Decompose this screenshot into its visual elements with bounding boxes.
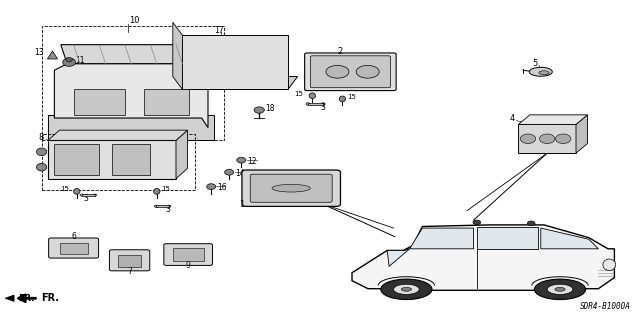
Polygon shape — [518, 124, 576, 153]
Polygon shape — [182, 77, 298, 89]
Ellipse shape — [603, 259, 616, 271]
Polygon shape — [54, 64, 208, 128]
Text: 10: 10 — [129, 16, 140, 25]
Ellipse shape — [306, 103, 310, 105]
Ellipse shape — [527, 221, 535, 226]
Ellipse shape — [539, 71, 549, 75]
Text: SDR4-B1000A: SDR4-B1000A — [580, 302, 630, 311]
Ellipse shape — [237, 157, 246, 163]
Ellipse shape — [80, 194, 84, 196]
Ellipse shape — [272, 184, 310, 192]
Polygon shape — [48, 115, 214, 140]
Text: 3: 3 — [165, 205, 170, 214]
Polygon shape — [5, 295, 14, 301]
FancyBboxPatch shape — [242, 170, 340, 206]
Polygon shape — [477, 227, 538, 249]
Bar — [42, 134, 195, 190]
Polygon shape — [156, 205, 169, 207]
Text: 3: 3 — [320, 103, 325, 112]
FancyBboxPatch shape — [49, 238, 99, 258]
Ellipse shape — [207, 184, 216, 189]
Ellipse shape — [93, 194, 97, 196]
Polygon shape — [82, 194, 95, 196]
Text: FR.: FR. — [42, 293, 60, 303]
Ellipse shape — [556, 134, 571, 144]
Polygon shape — [173, 22, 182, 89]
Ellipse shape — [540, 134, 555, 144]
Polygon shape — [518, 115, 588, 124]
Text: 2: 2 — [337, 47, 342, 56]
Text: 7: 7 — [127, 267, 132, 276]
Bar — [118, 255, 141, 267]
Polygon shape — [176, 130, 188, 179]
Text: 4: 4 — [510, 114, 515, 122]
Polygon shape — [308, 103, 323, 105]
Ellipse shape — [254, 107, 264, 113]
Text: 15: 15 — [294, 91, 303, 97]
FancyBboxPatch shape — [305, 53, 396, 91]
Ellipse shape — [356, 65, 379, 78]
Ellipse shape — [225, 169, 234, 175]
FancyBboxPatch shape — [164, 244, 212, 265]
Bar — [74, 89, 125, 115]
Text: 1: 1 — [239, 200, 244, 209]
FancyBboxPatch shape — [109, 250, 150, 271]
Bar — [173, 248, 204, 261]
Polygon shape — [410, 228, 474, 249]
Text: 16: 16 — [218, 183, 227, 192]
Text: 17: 17 — [214, 26, 224, 35]
Polygon shape — [182, 35, 288, 89]
Text: 15: 15 — [347, 94, 356, 100]
Bar — [60, 243, 88, 254]
Ellipse shape — [74, 189, 80, 194]
Ellipse shape — [547, 284, 573, 294]
Polygon shape — [47, 51, 58, 59]
Polygon shape — [387, 249, 410, 266]
Text: 15: 15 — [60, 186, 69, 192]
Text: 15: 15 — [161, 186, 170, 192]
Text: 12: 12 — [248, 157, 257, 166]
Ellipse shape — [167, 205, 171, 207]
Text: 3: 3 — [83, 194, 88, 203]
Ellipse shape — [401, 287, 412, 291]
Ellipse shape — [36, 163, 47, 171]
Polygon shape — [48, 140, 176, 179]
Bar — [144, 89, 189, 115]
Text: 8: 8 — [38, 133, 44, 142]
Ellipse shape — [381, 279, 432, 300]
Ellipse shape — [555, 287, 565, 291]
Text: 18: 18 — [266, 104, 275, 113]
FancyBboxPatch shape — [310, 56, 390, 88]
Polygon shape — [352, 225, 614, 290]
Ellipse shape — [154, 189, 160, 194]
Ellipse shape — [321, 103, 325, 105]
Text: 9: 9 — [186, 261, 191, 270]
Bar — [112, 144, 150, 175]
Ellipse shape — [339, 96, 346, 102]
Ellipse shape — [326, 65, 349, 78]
Bar — [42, 26, 224, 140]
Ellipse shape — [473, 220, 481, 225]
Polygon shape — [576, 115, 588, 153]
Ellipse shape — [63, 58, 76, 66]
Text: 11: 11 — [76, 56, 85, 65]
Ellipse shape — [529, 67, 552, 76]
Text: 14: 14 — [236, 169, 245, 178]
Polygon shape — [541, 228, 598, 249]
Ellipse shape — [66, 57, 72, 62]
Ellipse shape — [534, 279, 586, 300]
Polygon shape — [48, 130, 188, 140]
Bar — [54, 144, 99, 175]
Text: 6: 6 — [71, 232, 76, 241]
Ellipse shape — [154, 205, 158, 207]
Polygon shape — [61, 45, 208, 64]
Ellipse shape — [394, 284, 419, 294]
Text: FR.: FR. — [18, 294, 35, 303]
FancyBboxPatch shape — [250, 174, 332, 202]
Ellipse shape — [520, 134, 536, 144]
Ellipse shape — [309, 93, 316, 99]
Text: 5: 5 — [532, 59, 538, 68]
Text: 13: 13 — [34, 48, 44, 57]
Ellipse shape — [36, 148, 47, 156]
